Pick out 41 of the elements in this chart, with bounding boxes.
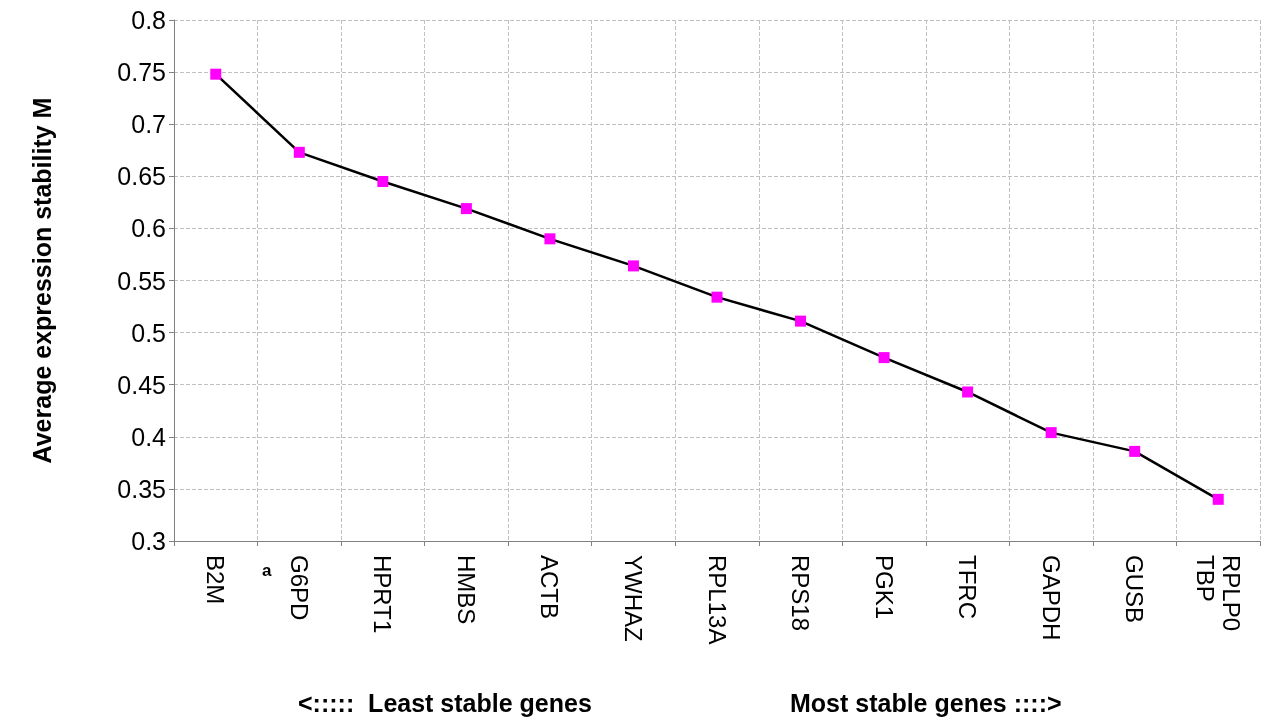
text: a — [262, 561, 272, 580]
y-axis-title: Average expression stability M — [27, 97, 56, 464]
x-tick-label: ACTB — [536, 555, 564, 620]
x-tick-label: HPRT1 — [369, 555, 397, 634]
x-tick-label: TFRC — [954, 555, 982, 619]
y-tick-label: 0.55 — [117, 266, 166, 295]
text: <::::: Least stable genes — [298, 688, 592, 717]
point — [795, 315, 807, 327]
y-tick-label: 0.4 — [131, 422, 167, 451]
x-tick-label: YWHAZ — [619, 555, 647, 642]
x-tick-label: G6PD — [285, 555, 313, 621]
point — [544, 233, 556, 245]
x-tick-label: RPLP0 TBP — [1191, 555, 1245, 632]
y-tick-label: 0.3 — [131, 527, 166, 555]
y-tick-label: 0.5 — [131, 318, 166, 347]
point — [377, 176, 389, 188]
x-tick-label: GAPDH — [1037, 555, 1065, 641]
point — [711, 291, 723, 303]
x-tick-label: RPS18 — [787, 555, 815, 632]
point — [878, 352, 890, 364]
y-tick-label: 0.65 — [117, 162, 166, 191]
x-tick-label: GUSB — [1121, 555, 1149, 624]
x-tick-label: B2M — [202, 555, 230, 605]
x-tick-label: HMBS — [452, 555, 480, 625]
point — [293, 146, 305, 158]
x-tick-label: RPL13A — [703, 555, 731, 645]
text: Most stable genes ::::> — [790, 688, 1062, 717]
point — [1045, 427, 1057, 439]
point — [1212, 493, 1224, 505]
point — [627, 260, 639, 272]
x-tick-label: PGK1 — [870, 555, 898, 620]
y-tick-label: 0.7 — [131, 110, 166, 139]
y-tick-label: 0.8 — [131, 6, 166, 34]
point — [210, 68, 222, 80]
y-tick-label: 0.35 — [117, 474, 166, 503]
y-tick-label: 0.6 — [131, 214, 166, 243]
point — [460, 203, 472, 215]
y-tick-label: 0.45 — [117, 370, 166, 399]
point — [1129, 445, 1141, 457]
y-tick-label: 0.75 — [117, 58, 166, 87]
point — [962, 386, 974, 398]
